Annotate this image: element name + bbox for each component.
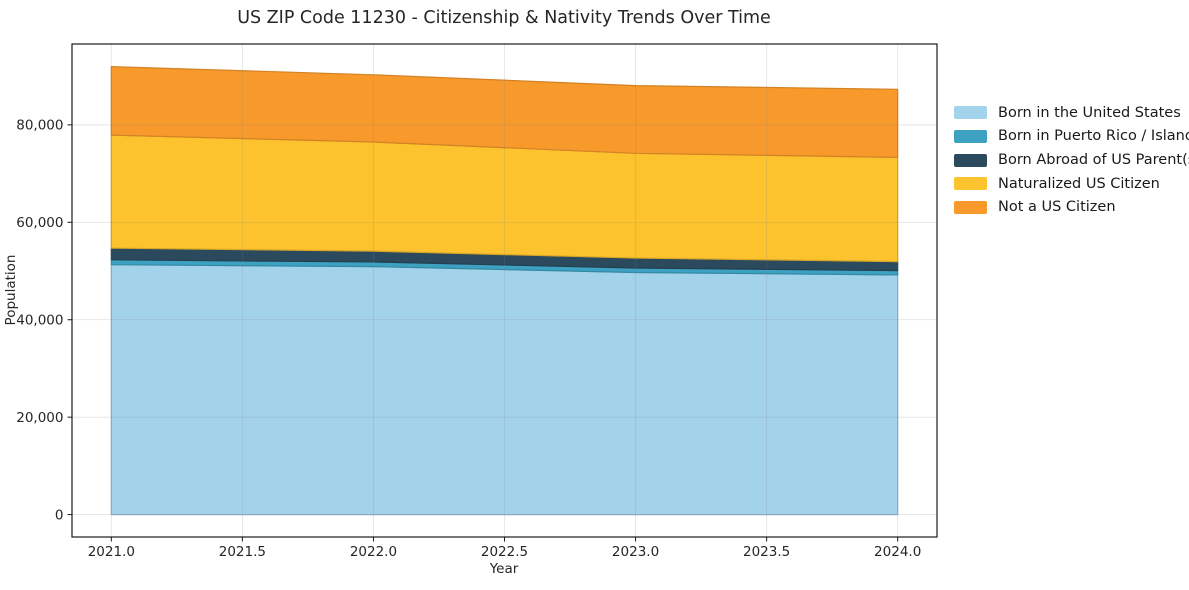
legend-label: Not a US Citizen — [998, 199, 1116, 216]
legend-item-3: Naturalized US Citizen — [954, 172, 1189, 196]
legend-item-0: Born in the United States — [954, 101, 1189, 125]
y-tick-label: 60,000 — [16, 215, 63, 231]
stacked-areas — [110, 66, 899, 516]
x-axis-label: Year — [489, 561, 519, 577]
x-tick-label: 2021.5 — [219, 544, 266, 560]
axes: 2021.0 2021.5 2022.0 2022.5 2023.0 2023.5 2024… — [16, 43, 938, 560]
legend-swatch-icon — [954, 153, 987, 167]
legend: Born in the United States Born in Puerto … — [954, 101, 1189, 219]
legend-label: Naturalized US Citizen — [998, 175, 1160, 192]
legend-item-1: Born in Puerto Rico / Islands — [954, 125, 1189, 149]
legend-label: Born in Puerto Rico / Islands — [998, 128, 1189, 145]
legend-swatch-icon — [954, 177, 987, 191]
y-tick-label: 0 — [55, 507, 64, 523]
legend-swatch-icon — [954, 130, 987, 144]
x-tick-label: 2024.0 — [874, 544, 921, 560]
x-tick-label: 2022.0 — [350, 544, 397, 560]
x-tick-label: 2021.0 — [88, 544, 135, 560]
legend-item-4: Not a US Citizen — [954, 196, 1189, 220]
x-tick-label: 2023.0 — [612, 544, 659, 560]
x-tick-label: 2023.5 — [743, 544, 790, 560]
area-series-4 — [110, 66, 899, 158]
y-axis-label: Population — [3, 255, 19, 326]
chart-title: US ZIP Code 11230 - Citizenship & Nativi… — [237, 8, 771, 28]
legend-label: Born Abroad of US Parent(s) — [998, 151, 1189, 168]
legend-swatch-icon — [954, 201, 987, 215]
y-tick-label: 40,000 — [16, 313, 63, 329]
x-tick-label: 2022.5 — [481, 544, 528, 560]
y-tick-label: 80,000 — [16, 118, 63, 134]
legend-item-2: Born Abroad of US Parent(s) — [954, 148, 1189, 172]
gridlines — [72, 44, 937, 537]
legend-swatch-icon — [954, 106, 987, 120]
legend-label: Born in the United States — [998, 104, 1181, 121]
y-tick-label: 20,000 — [16, 410, 63, 426]
